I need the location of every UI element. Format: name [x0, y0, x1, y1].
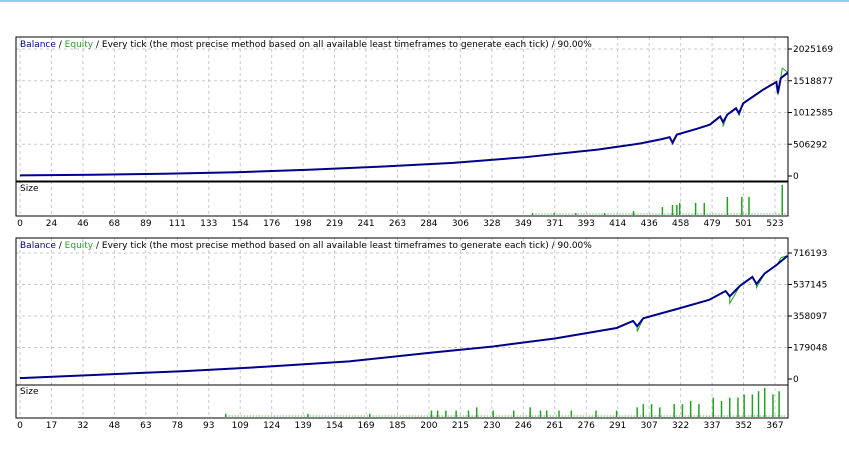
chart-legend: Balance / Equity / Every tick (the most …: [20, 241, 592, 251]
y-tick-label: 1518877: [793, 77, 833, 87]
x-tick-label: 349: [515, 219, 532, 229]
x-tick-label: 176: [263, 219, 280, 229]
x-tick-label: 291: [609, 421, 626, 431]
x-tick-label: 0: [17, 219, 23, 229]
legend-equity: Equity: [64, 40, 94, 50]
y-tick-label: 506292: [793, 140, 827, 150]
x-tick-label: 32: [77, 421, 88, 431]
x-tick-label: 78: [172, 421, 184, 431]
legend-separator: /: [93, 40, 102, 50]
x-tick-label: 111: [169, 219, 186, 229]
x-tick-label: 169: [357, 421, 374, 431]
x-tick-label: 0: [17, 421, 23, 431]
x-tick-label: 133: [200, 219, 217, 229]
x-tick-label: 124: [263, 421, 280, 431]
volume-frame: [15, 181, 789, 217]
chart-legend: Balance / Equity / Every tick (the most …: [20, 40, 592, 50]
y-tick-label: 179048: [793, 344, 828, 354]
x-tick-label: 479: [703, 219, 720, 229]
x-tick-label: 371: [546, 219, 563, 229]
x-tick-label: 24: [46, 219, 58, 229]
equity-line: [19, 255, 788, 379]
x-tick-label: 185: [389, 421, 406, 431]
x-tick-label: 215: [452, 421, 469, 431]
x-tick-label: 46: [77, 219, 89, 229]
x-tick-label: 198: [295, 219, 312, 229]
y-tick-label: 2025169: [793, 45, 833, 55]
balance-line: [19, 255, 788, 380]
x-tick-label: 263: [389, 219, 406, 229]
x-tick-label: 436: [641, 219, 658, 229]
x-tick-label: 63: [140, 421, 151, 431]
x-tick-label: 322: [672, 421, 689, 431]
x-tick-label: 307: [641, 421, 658, 431]
x-tick-label: 200: [420, 421, 437, 431]
x-tick-label: 284: [420, 219, 437, 229]
x-tick-label: 219: [326, 219, 343, 229]
x-tick-label: 17: [46, 421, 57, 431]
plot-frame: [15, 36, 789, 182]
x-tick-label: 352: [735, 421, 752, 431]
x-tick-label: 89: [140, 219, 152, 229]
legend-equity: Equity: [64, 241, 94, 251]
y-tick-label: 1012585: [793, 109, 833, 119]
plot-frame: [15, 237, 789, 386]
x-tick-label: 93: [203, 421, 214, 431]
legend-balance: Balance: [20, 241, 56, 251]
x-tick-label: 328: [483, 219, 500, 229]
y-tick-label: 537145: [793, 281, 827, 291]
x-tick-label: 367: [766, 421, 783, 431]
x-tick-label: 306: [452, 219, 469, 229]
legend-separator: /: [55, 40, 65, 50]
x-tick-label: 139: [295, 421, 312, 431]
y-tick-label: 358097: [793, 312, 827, 322]
x-tick-label: 393: [578, 219, 595, 229]
x-tick-label: 109: [232, 421, 249, 431]
x-tick-label: 230: [483, 421, 500, 431]
x-tick-label: 68: [109, 219, 121, 229]
x-tick-label: 523: [766, 219, 783, 229]
volume-frame: [15, 384, 789, 419]
volume-label: Size: [20, 387, 39, 397]
x-tick-label: 276: [578, 421, 595, 431]
legend-description: Every tick (the most precise method base…: [101, 241, 592, 251]
legend-description: Every tick (the most precise method base…: [101, 40, 592, 50]
x-tick-label: 261: [546, 421, 563, 431]
x-tick-label: 48: [109, 421, 121, 431]
y-tick-label: 716193: [793, 249, 827, 259]
x-tick-label: 337: [703, 421, 720, 431]
x-tick-label: 154: [326, 421, 343, 431]
x-tick-label: 246: [515, 421, 532, 431]
window-top-border: [0, 0, 849, 2]
volume-label: Size: [20, 184, 39, 194]
balance-line: [19, 71, 789, 177]
legend-balance: Balance: [20, 40, 56, 50]
legend-separator: /: [93, 241, 102, 251]
x-tick-label: 458: [672, 219, 689, 229]
legend-separator: /: [55, 241, 65, 251]
x-tick-label: 414: [609, 219, 626, 229]
y-tick-label: 0: [793, 172, 799, 182]
x-tick-label: 241: [357, 219, 374, 229]
y-tick-label: 0: [793, 375, 799, 385]
x-tick-label: 501: [735, 219, 752, 229]
x-tick-label: 154: [232, 219, 249, 229]
balance-equity-chart-1: 0 24 46 68 89 111 133 154 176 198 219 241 263 284 306 3…: [15, 36, 833, 229]
